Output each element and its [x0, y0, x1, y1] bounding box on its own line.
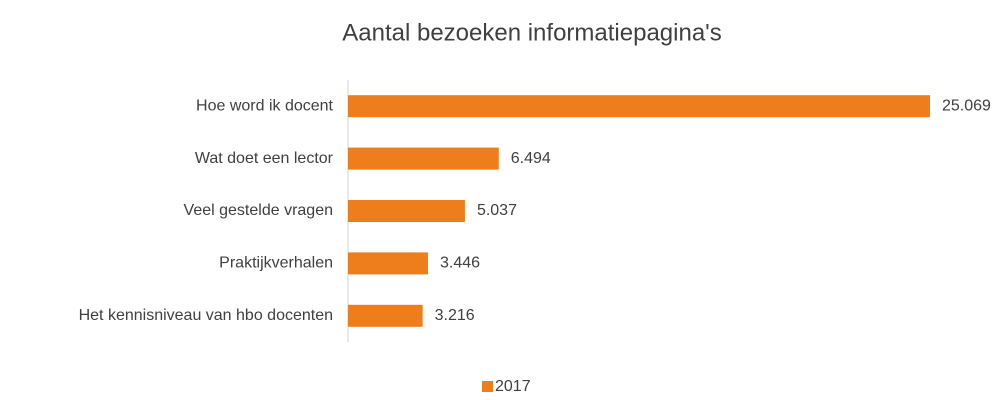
category-label: Het kennisniveau van hbo docenten: [79, 307, 333, 324]
bar: [348, 147, 499, 170]
category-label: Wat doet een lector: [195, 150, 334, 167]
bar: [348, 252, 429, 275]
legend-label: 2017: [495, 378, 531, 395]
category-label: Praktijkverhalen: [219, 255, 333, 272]
bar: [348, 95, 930, 118]
bar: [348, 304, 423, 327]
value-label: 6.494: [511, 150, 551, 167]
category-label: Hoe word ik docent: [196, 97, 334, 114]
bar: [348, 200, 465, 222]
value-label: 3.216: [435, 307, 475, 324]
chart-title: Aantal bezoeken informatiepagina's: [342, 19, 722, 46]
category-label: Veel gestelde vragen: [184, 202, 333, 219]
value-label: 5.037: [477, 202, 517, 219]
value-label: 3.446: [440, 255, 480, 272]
legend-swatch: [482, 381, 493, 392]
value-label: 25.069: [942, 97, 991, 114]
